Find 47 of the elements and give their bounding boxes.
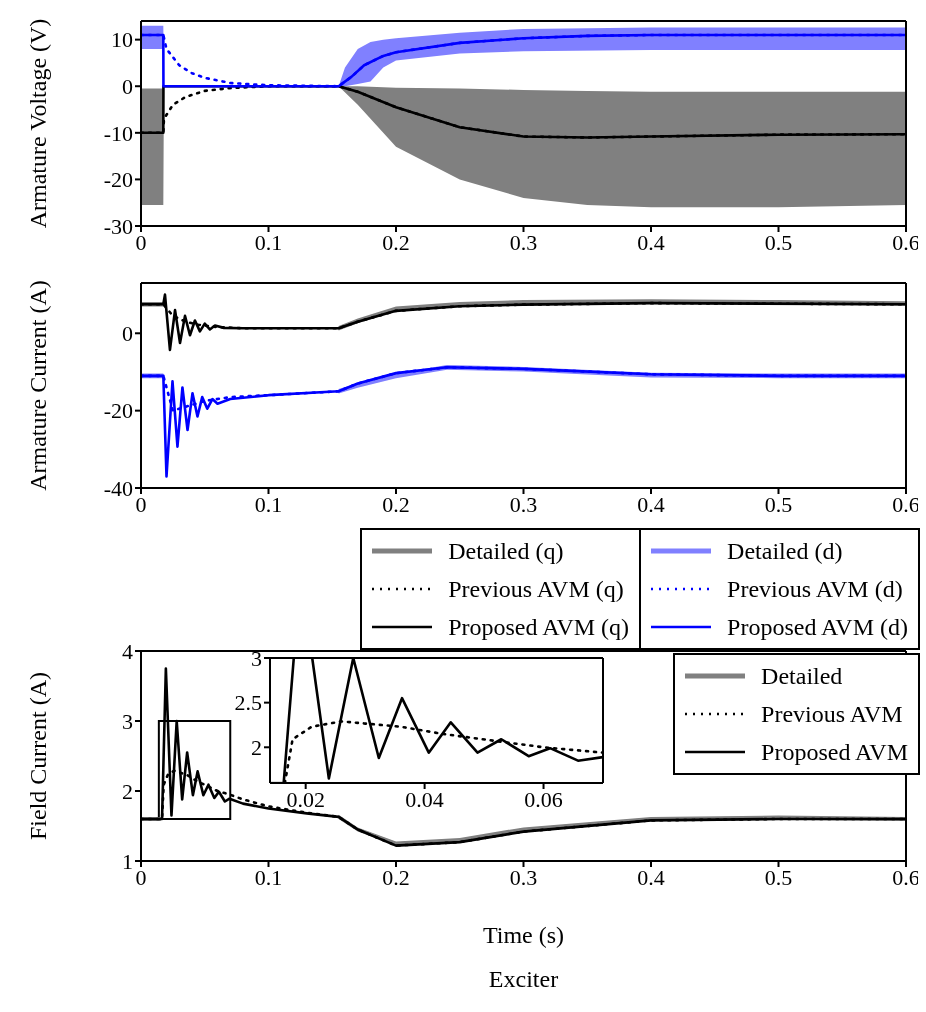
x-tick-label: 0.4 [637,491,665,517]
x-tick-label: 0.1 [254,229,283,255]
x-tick-label: 0.4 [637,864,665,890]
legend-label: Proposed AVM (q) [448,613,630,641]
x-tick-label: 0.3 [509,491,538,517]
legend-label: Detailed (q) [448,537,564,565]
x-tick-label: 0.1 [254,491,283,517]
y-tick-label: 0 [122,74,133,100]
legend-label: Proposed AVM (d) [727,613,908,641]
x-tick-label: 0.1 [254,864,283,890]
y-tick-label: 10 [111,27,133,53]
y-tick-label: 2 [251,735,262,761]
legend-label: Detailed [761,662,843,690]
x-tick-label: 0.06 [524,786,563,812]
x-tick-label: 0.2 [382,864,410,890]
y-tick-label: 3 [251,645,262,671]
text: Exciter [487,966,560,993]
x-tick-label: 0.3 [509,864,538,890]
y-tick-label: 2 [122,778,133,804]
legend-label: Previous AVM [761,700,903,728]
y-tick-label: -30 [103,213,133,239]
legend-label: Previous AVM (d) [727,575,903,603]
x-tick-label: 0.5 [764,229,793,255]
x-tick-label: 0.3 [509,229,538,255]
y-tick-label: 0 [122,321,133,347]
y-axis-title: Armature Voltage (V) [25,18,51,229]
y-tick-label: -40 [103,475,133,501]
legend-label: Detailed (d) [727,537,843,565]
x-tick-label: 0.02 [286,786,325,812]
y-tick-label: -10 [103,120,133,146]
y-axis-title: Armature Current (A) [25,280,51,491]
y-axis-title: Field Current (A) [25,672,51,840]
y-tick-label: 2.5 [234,690,262,716]
x-tick-label: 0.5 [764,491,793,517]
x-tick-label: 0.2 [382,491,410,517]
y-tick-label: 4 [122,638,133,664]
y-tick-label: 3 [122,708,133,734]
x-axis-title: Time (s) [482,922,565,948]
y-tick-label: -20 [103,398,133,424]
x-tick-label: 0.5 [764,864,793,890]
x-tick-label: 0.2 [382,229,410,255]
y-tick-label: -20 [103,167,133,193]
legend-label: Proposed AVM [761,738,908,766]
x-tick-label: 0.04 [405,786,444,812]
y-tick-label: 1 [122,848,133,874]
legend-label: Previous AVM (q) [448,575,624,603]
x-tick-label: 0.4 [637,229,665,255]
